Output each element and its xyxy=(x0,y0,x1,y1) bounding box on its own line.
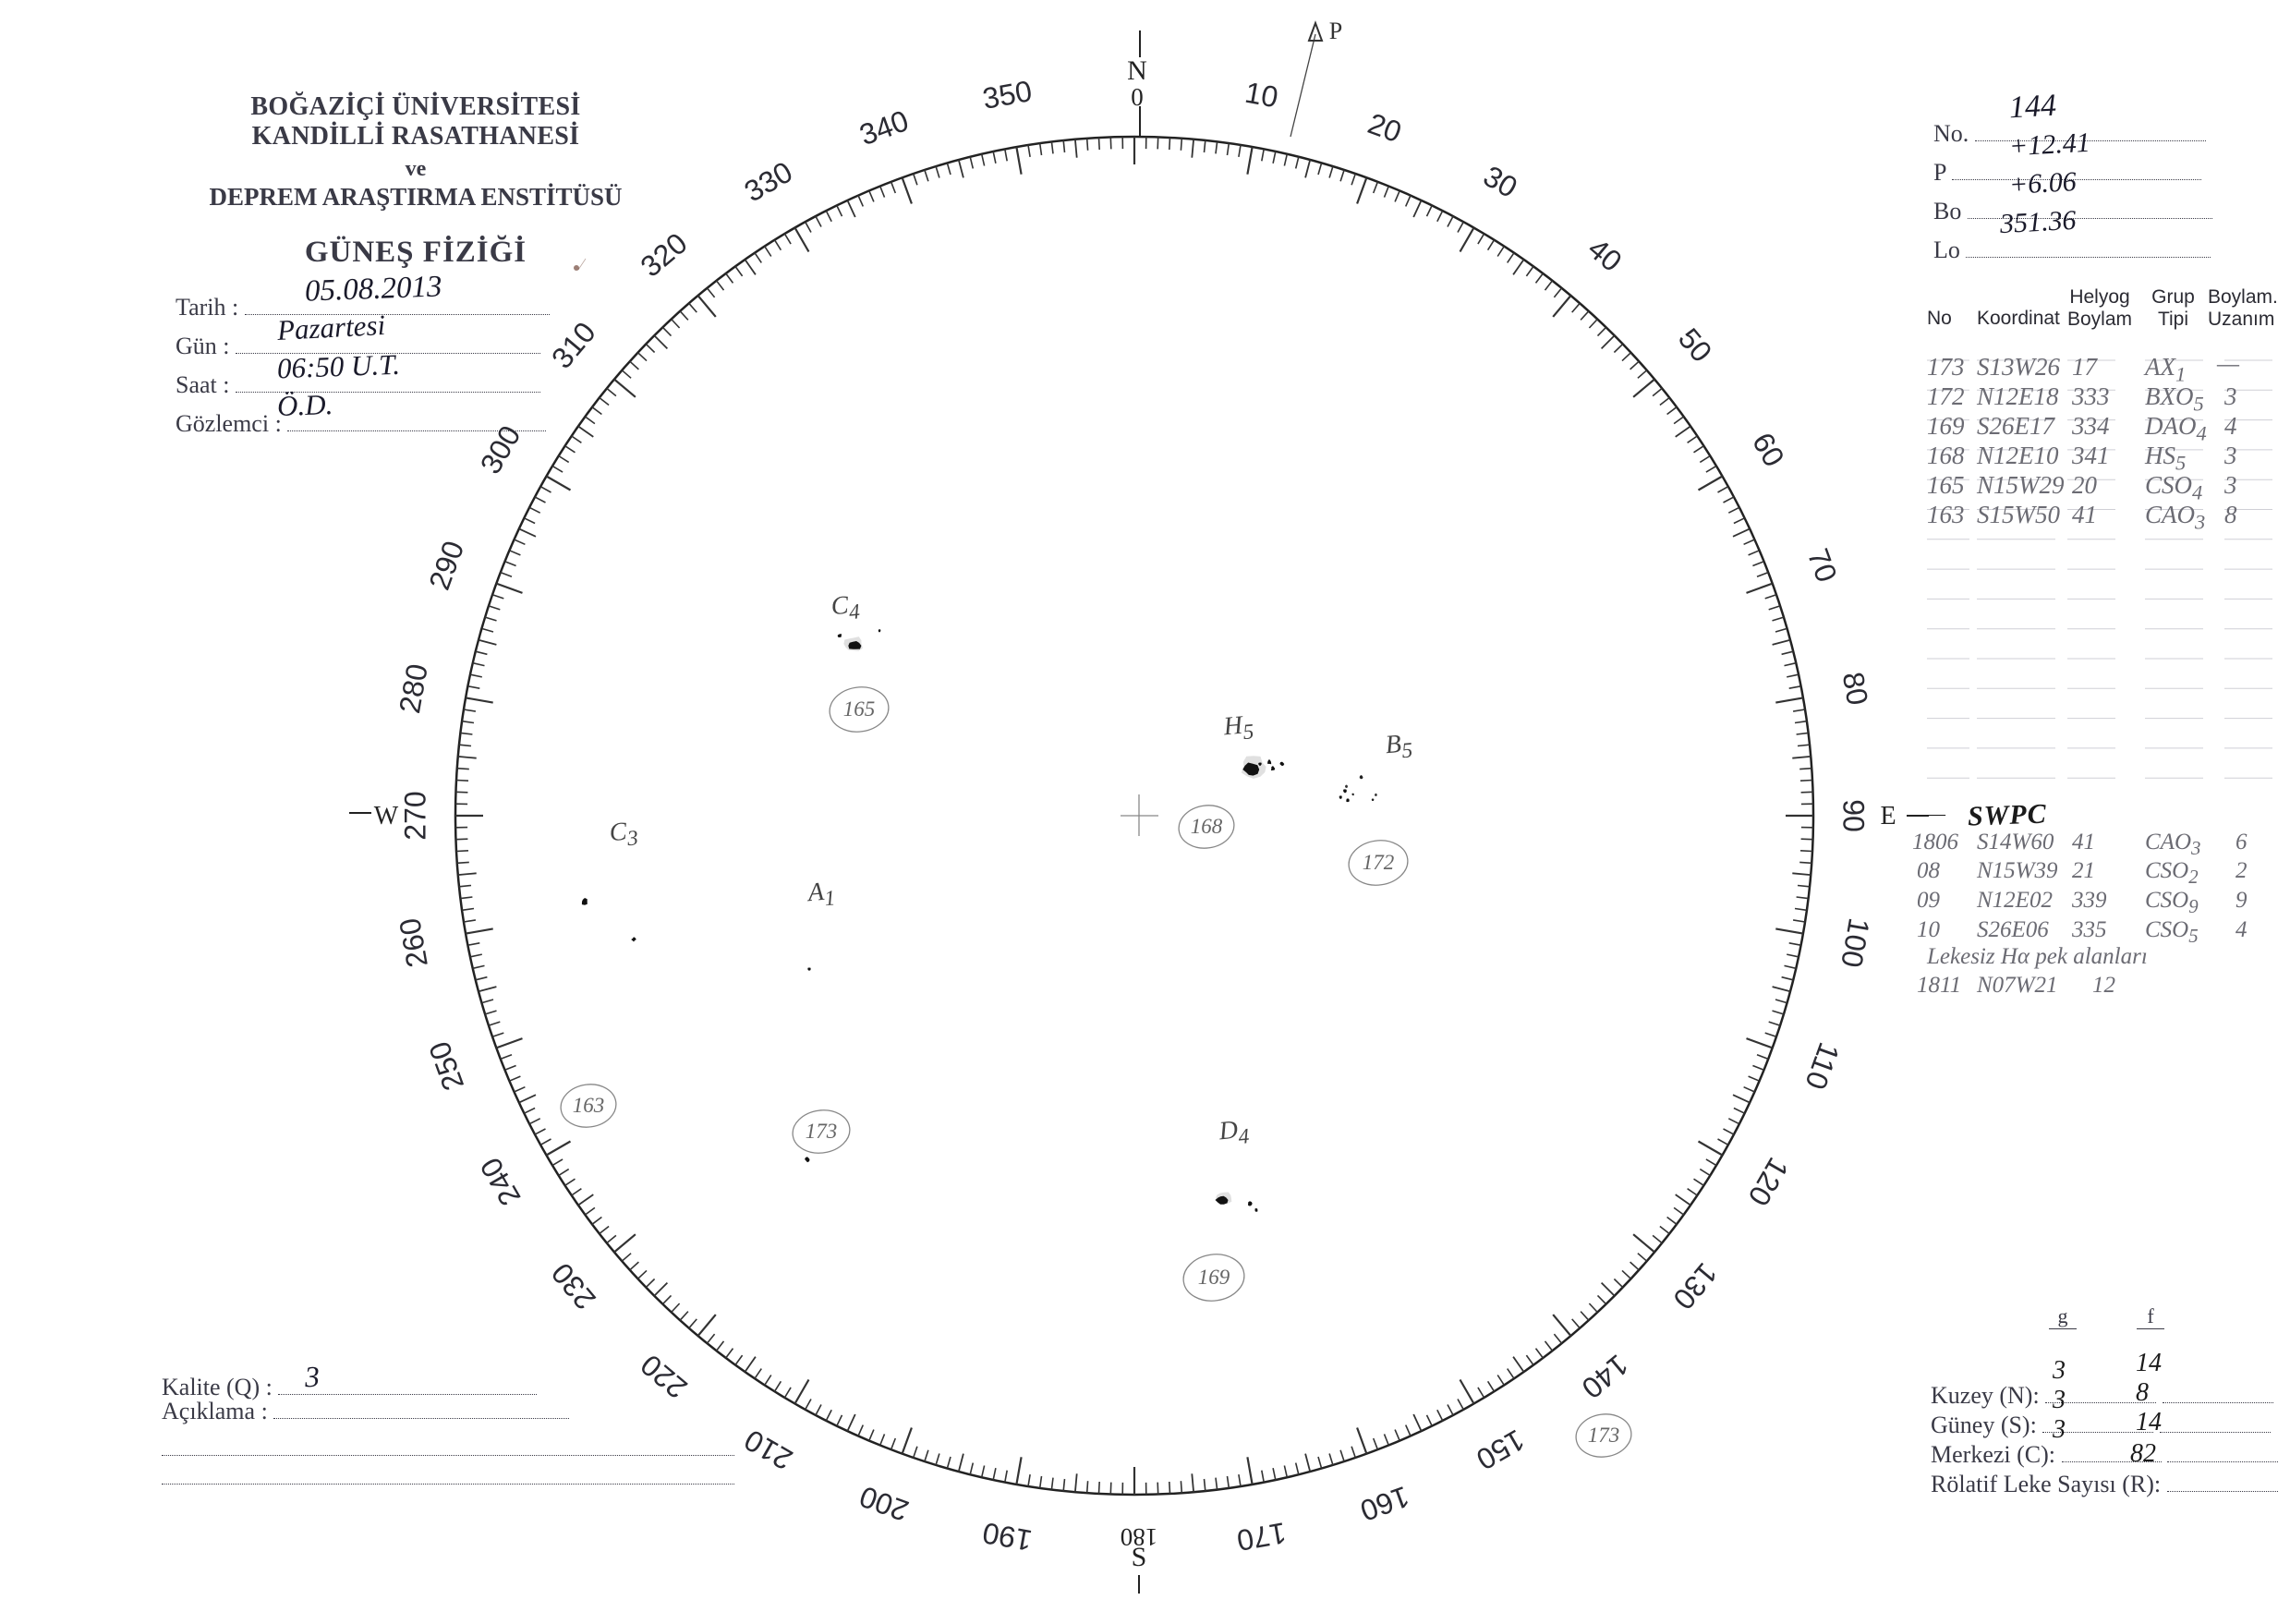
svg-text:168: 168 xyxy=(1191,815,1223,838)
svg-text:173: 173 xyxy=(1588,1424,1620,1447)
svg-text:165: 165 xyxy=(843,697,876,721)
svg-text:173: 173 xyxy=(806,1120,838,1143)
svg-text:163: 163 xyxy=(573,1094,605,1117)
svg-text:169: 169 xyxy=(1198,1266,1230,1289)
svg-text:172: 172 xyxy=(1363,851,1395,874)
